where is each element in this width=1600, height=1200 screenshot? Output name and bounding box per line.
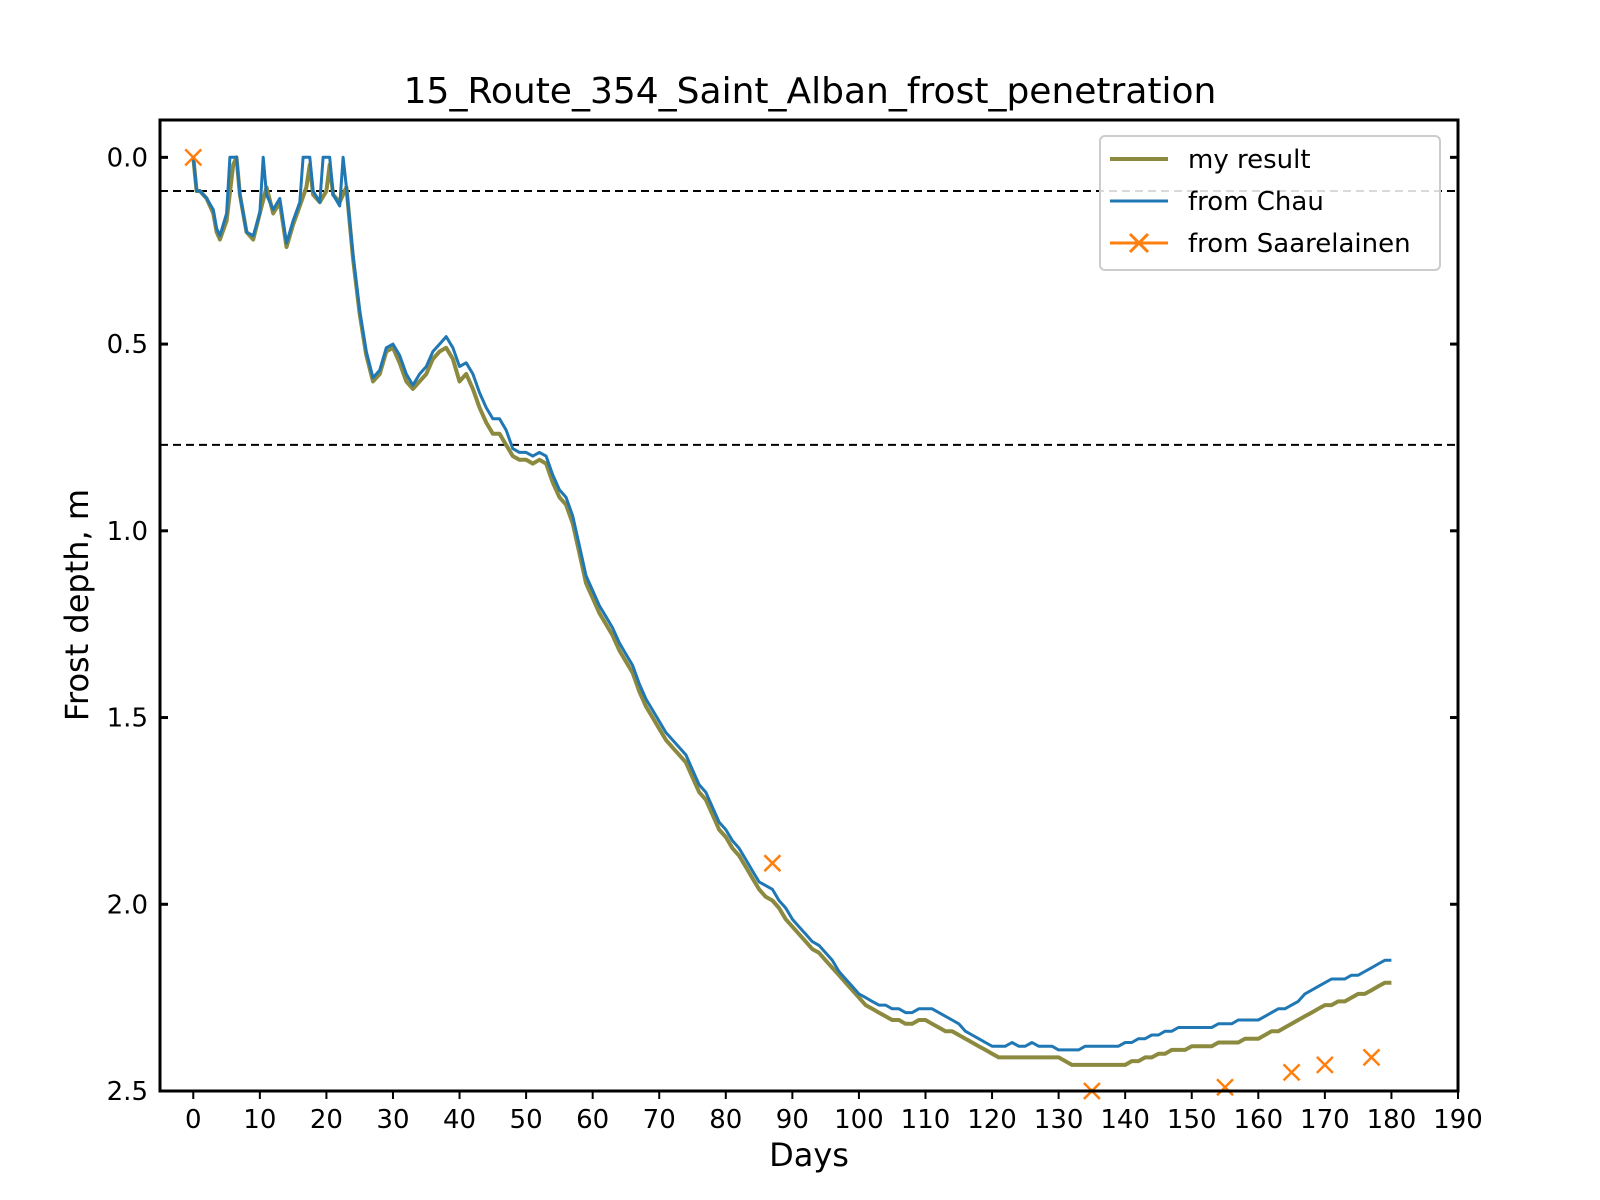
x-tick-label: 190 — [1433, 1105, 1483, 1135]
x-tick-label: 20 — [310, 1105, 343, 1135]
x-tick-label: 110 — [901, 1105, 951, 1135]
x-tick-label: 180 — [1367, 1105, 1417, 1135]
chart-title: 15_Route_354_Saint_Alban_frost_penetrati… — [404, 71, 1217, 112]
x-tick-label: 150 — [1167, 1105, 1217, 1135]
series-line-from-chau — [191, 155, 1392, 1052]
legend-label-from-chau: from Chau — [1188, 187, 1324, 217]
data-point-from-saarelainen — [1362, 1048, 1381, 1067]
series-line-my-result — [191, 155, 1392, 1067]
x-tick-label: 130 — [1034, 1105, 1084, 1135]
y-tick-label: 2.5 — [107, 1077, 148, 1107]
data-point-from-saarelainen — [763, 854, 782, 873]
y-tick-label: 0.0 — [107, 143, 148, 173]
plot-frame — [158, 118, 1460, 1093]
y-tick-label: 1.0 — [107, 517, 148, 547]
legend-label-my-result: my result — [1188, 145, 1311, 175]
x-tick-label: 50 — [510, 1105, 543, 1135]
y-tick-label: 1.5 — [107, 704, 148, 734]
x-tick-label: 170 — [1300, 1105, 1350, 1135]
x-axis-label: Days — [769, 1136, 849, 1174]
x-tick-label: 70 — [643, 1105, 676, 1135]
legend: my result from Chau from Saarelainen — [1099, 135, 1441, 271]
y-tick-label: 2.0 — [107, 890, 148, 920]
y-tick-label: 0.5 — [107, 330, 148, 360]
x-tick-label: 140 — [1100, 1105, 1150, 1135]
x-tick-label: 160 — [1233, 1105, 1283, 1135]
data-point-from-saarelainen — [184, 148, 203, 167]
y-axis-label: Frost depth, m — [58, 489, 96, 721]
x-tick-label: 100 — [834, 1105, 884, 1135]
data-point-from-saarelainen — [1216, 1078, 1234, 1097]
x-axis: 0 10 20 30 40 50 60 70 80 90 100 110 120 130 140 150 160… — [185, 1091, 1483, 1135]
x-tick-label: 120 — [967, 1105, 1017, 1135]
marker-layer — [184, 148, 1381, 1100]
x-tick-label: 80 — [709, 1105, 742, 1135]
series-layer — [191, 155, 1392, 1067]
x-tick-label: 40 — [443, 1105, 476, 1135]
x-tick-label: 90 — [776, 1105, 809, 1135]
x-tick-label: 60 — [576, 1105, 609, 1135]
x-tick-label: 10 — [243, 1105, 276, 1135]
legend-label-from-saarelainen: from Saarelainen — [1188, 229, 1411, 259]
data-point-from-saarelainen — [1315, 1055, 1334, 1074]
y-axis: 0.0 0.5 1.0 1.5 2.0 2.5 — [107, 143, 1458, 1107]
x-tick-label: 0 — [185, 1105, 202, 1135]
data-point-from-saarelainen — [1282, 1063, 1301, 1082]
x-tick-label: 30 — [376, 1105, 409, 1135]
legend-box — [1099, 135, 1441, 271]
legend-marker-x-icon — [1128, 232, 1150, 254]
